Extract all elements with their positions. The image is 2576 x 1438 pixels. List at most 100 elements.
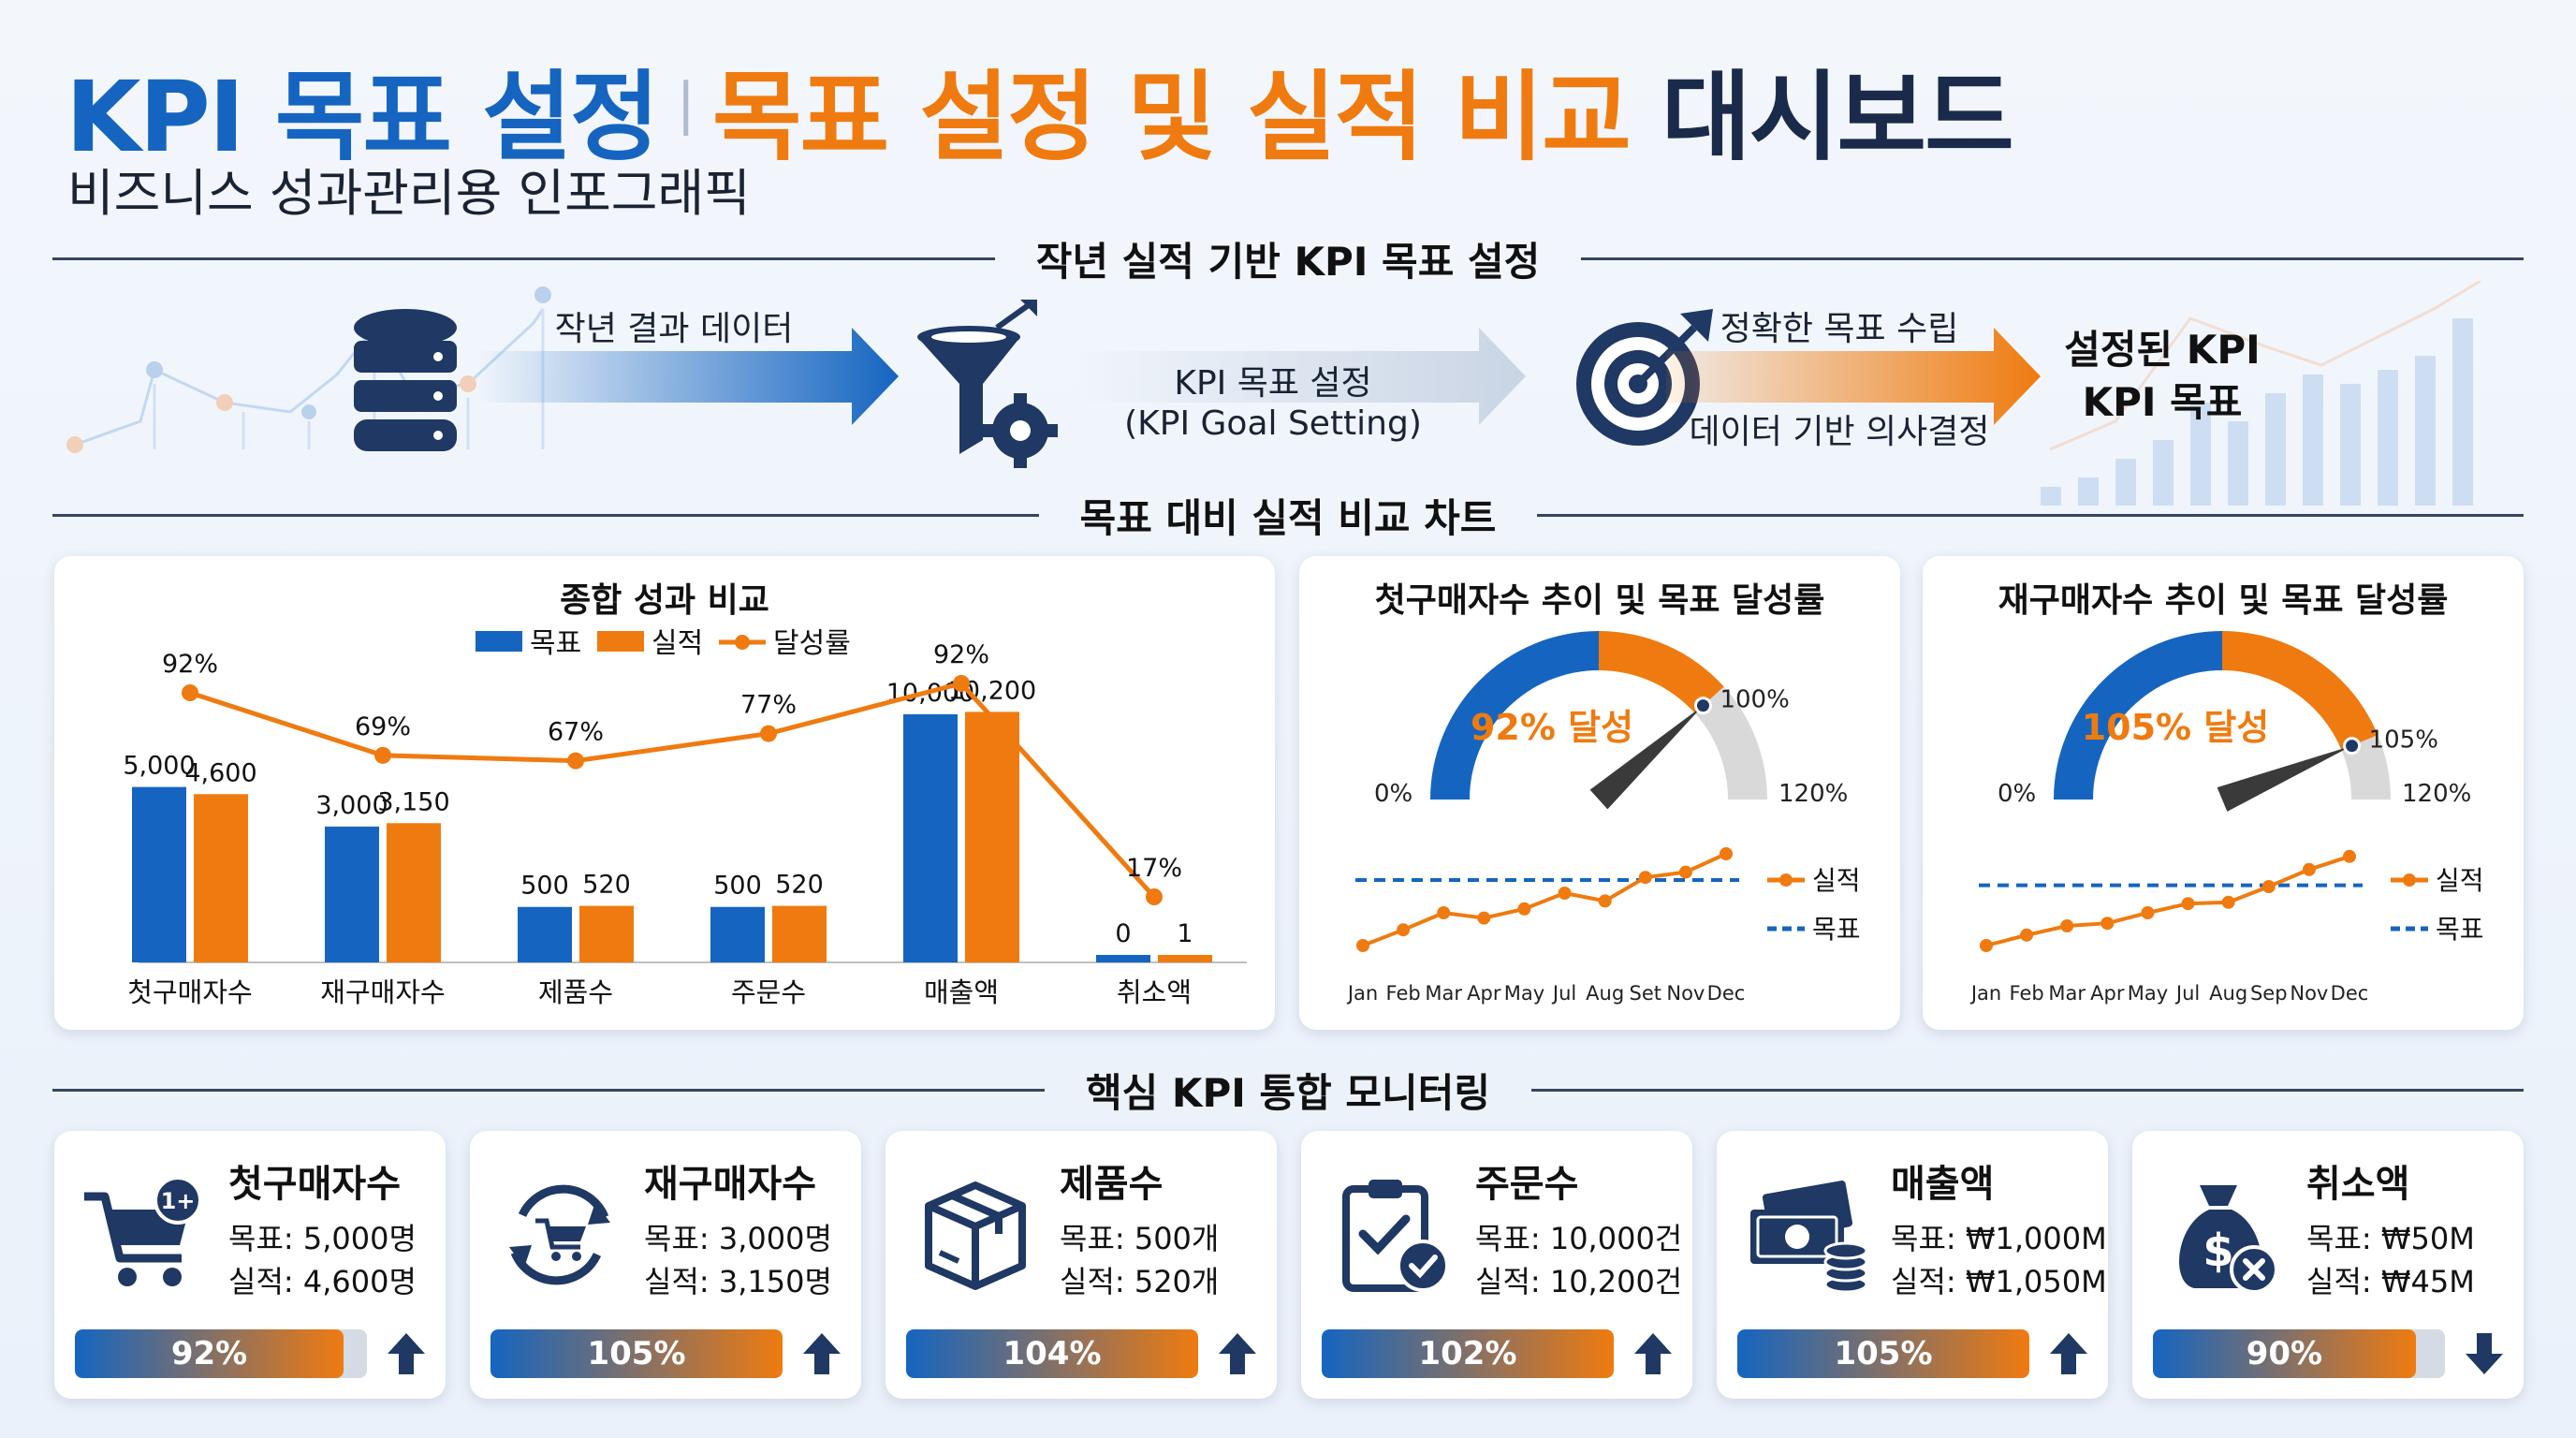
data-label-target: 5,000 <box>123 752 195 781</box>
kpi-progress-bar: 102% <box>1322 1329 1614 1378</box>
kpi-card-repeat-buyers: 재구매자수 목표: 3,000명 실적: 3,150명 105% <box>470 1131 861 1399</box>
section-header-comparison: 목표 대비 실적 비교 차트 <box>52 487 2525 543</box>
actual-point <box>2221 895 2235 909</box>
data-label-target: 3,000 <box>315 791 388 820</box>
gauge-orange-segment <box>2222 631 2378 751</box>
gauge-needle <box>1589 705 1704 810</box>
x-tick-label: Mar <box>1425 982 1462 1005</box>
data-label-actual: 3,150 <box>377 787 449 816</box>
data-label-actual: 520 <box>582 871 631 900</box>
trend-up-arrow-icon <box>803 1333 841 1374</box>
gauge-center-label: 105% 달성 <box>2082 707 2270 748</box>
legend-label: 달성률 <box>773 627 851 660</box>
actual-point <box>1598 894 1612 908</box>
actual-point <box>2141 906 2155 919</box>
actual-point <box>2181 897 2195 911</box>
achievement-rate-label: 77% <box>740 691 797 720</box>
bar-target-매출액 <box>903 714 958 962</box>
repeat-buyers-card: 재구매자수 추이 및 목표 달성률 105% 달성 0% 105% 120% Jan Fe… <box>1923 556 2524 1030</box>
legend-actual-marker <box>2403 873 2416 887</box>
x-tick-label: May <box>1504 982 1544 1005</box>
kpi-percent: 105% <box>1834 1335 1933 1372</box>
target-icon <box>1576 309 1713 446</box>
kpi-actual: 실적: ₩1,050M <box>1891 1264 2107 1299</box>
kpi-target: 목표: 500개 <box>1060 1221 1220 1256</box>
x-tick-label: Apr <box>2090 982 2125 1005</box>
gauge-needle-tip <box>1693 697 1712 715</box>
x-tick-label: Jan <box>1346 982 1378 1005</box>
kpi-name: 매출액 <box>1891 1163 1995 1206</box>
gauge-mark-label: 105% <box>2369 726 2438 755</box>
bar-actual-제품수 <box>579 905 634 962</box>
achievement-rate-label: 67% <box>548 718 604 747</box>
actual-point <box>1517 902 1531 916</box>
data-label-target: 0 <box>1115 919 1131 948</box>
title-separator: | <box>676 71 695 137</box>
achievement-rate-point <box>760 725 777 742</box>
data-label-target: 500 <box>713 872 762 901</box>
gauge-blue-segment <box>1430 631 1599 800</box>
bar-actual-재구매자수 <box>387 823 441 962</box>
section-label: 핵심 KPI 통합 모니터링 <box>1086 1069 1490 1116</box>
x-tick-label: Mar <box>2048 982 2086 1005</box>
first-buyers-gauge-chart: 92% 달성 0% 100% 120% Jan Feb Mar Apr May Jul Aug Set… <box>1346 631 1861 1005</box>
bar-actual-취소액 <box>1158 955 1212 962</box>
section-label: 목표 대비 실적 비교 차트 <box>1079 494 1497 541</box>
kpi-progress-bar: 105% <box>1737 1329 2029 1378</box>
trend-up-arrow-icon <box>388 1333 425 1374</box>
money-icon <box>1750 1181 1868 1294</box>
decor-bars-right <box>2041 281 2481 506</box>
title-part1: KPI 목표 설정 <box>66 60 660 174</box>
kpi-card-products: 제품수 목표: 500개 실적: 520개 104% <box>886 1131 1277 1399</box>
gauge-needle <box>2217 745 2352 812</box>
money-bag-cancel-icon: $ <box>2179 1185 2278 1294</box>
x-tick-label: Jul <box>1551 982 1576 1005</box>
clipboard-check-icon <box>1342 1180 1449 1292</box>
legend-target-label: 목표 <box>1812 914 1861 945</box>
legend-actual-label: 실적 <box>1812 865 1861 896</box>
x-tick-label: 매출액 <box>924 976 999 1008</box>
gauge-center-label: 92% 달성 <box>1471 707 1633 748</box>
chart-title: 첫구매자수 추이 및 목표 달성률 <box>1374 581 1825 620</box>
kpi-target: 목표: 3,000명 <box>644 1221 832 1256</box>
bar-target-첫구매자수 <box>132 786 186 962</box>
actual-point <box>1638 871 1652 885</box>
actual-point <box>1437 906 1451 919</box>
legend-label: 목표 <box>530 627 581 660</box>
gauge-blue-segment <box>2054 631 2222 800</box>
actual-point <box>2100 917 2115 931</box>
gauge-needle-tip <box>2343 737 2362 756</box>
x-tick-label: Jul <box>2174 982 2200 1005</box>
x-tick-label: Jan <box>1969 982 2001 1005</box>
svg-text:$: $ <box>2203 1225 2233 1277</box>
actual-line <box>1985 854 2350 947</box>
legend-target-label: 목표 <box>2436 914 2484 945</box>
flow-step1-label: 작년 결과 데이터 <box>554 310 794 348</box>
section-header-monitoring: 핵심 KPI 통합 모니터링 <box>52 1062 2525 1118</box>
actual-point <box>2020 928 2034 942</box>
flow-arrow-3 <box>1666 328 2041 425</box>
x-tick-label: Nov <box>2290 982 2328 1005</box>
x-tick-label: Aug <box>1586 982 1624 1005</box>
database-icon <box>354 309 457 451</box>
x-tick-label: Set <box>1630 982 1661 1005</box>
chart-title: 재구매자수 추이 및 목표 달성률 <box>1998 581 2449 620</box>
x-tick-label: Feb <box>2010 982 2044 1005</box>
gauge-remaining-segment <box>1694 686 1767 800</box>
kpi-target: 목표: 10,000건 <box>1475 1221 1683 1256</box>
flow-step2-line2: (KPI Goal Setting) <box>1124 404 1422 443</box>
kpi-percent: 104% <box>1003 1335 1102 1372</box>
actual-point <box>1356 939 1369 952</box>
svg-text:1+: 1+ <box>161 1188 196 1214</box>
page-title: KPI 목표 설정 | 목표 설정 및 실적 비교 대시보드 <box>66 37 2014 179</box>
trend-up-arrow-icon <box>1634 1333 1672 1374</box>
bar-actual-주문수 <box>772 905 827 962</box>
achievement-rate-label: 92% <box>933 640 989 669</box>
achievement-rate-label: 92% <box>162 650 218 679</box>
gauge-min-label: 0% <box>1374 780 1412 808</box>
flow-diagram <box>66 281 2481 506</box>
achievement-rate-label: 17% <box>1126 854 1182 883</box>
kpi-progress-bar: 92% <box>75 1329 367 1378</box>
kpi-target: 목표: 5,000명 <box>228 1221 417 1256</box>
